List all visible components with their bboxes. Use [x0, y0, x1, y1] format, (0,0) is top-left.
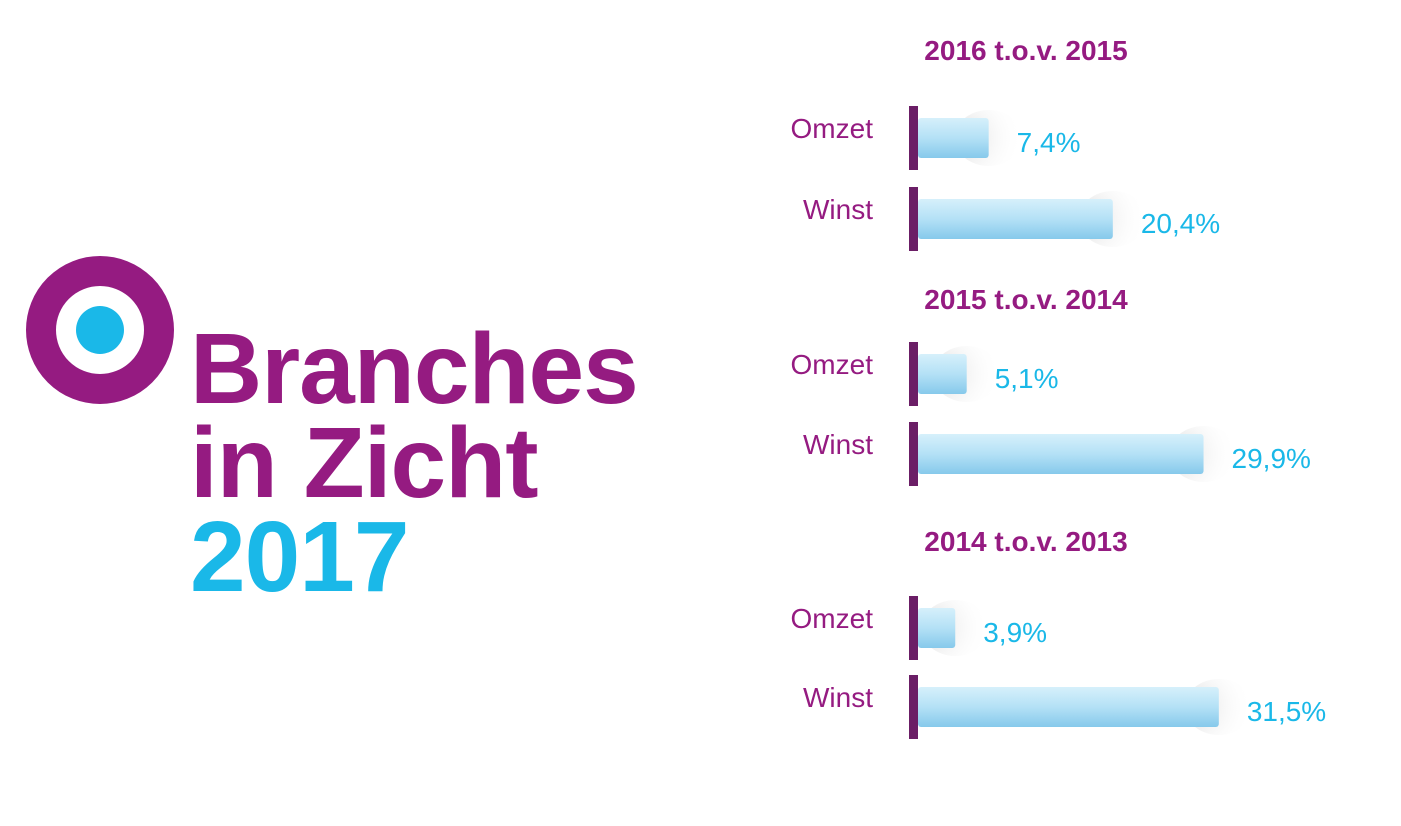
bar-cap	[909, 422, 918, 486]
group-title: 2016 t.o.v. 2015	[924, 35, 1127, 66]
bar-winst	[918, 434, 1204, 474]
category-label: Winst	[803, 682, 873, 713]
bar-cap	[909, 675, 918, 739]
group-title: 2015 t.o.v. 2014	[924, 284, 1128, 315]
category-label: Omzet	[791, 113, 874, 144]
value-label: 3,9%	[983, 617, 1047, 648]
category-label: Winst	[803, 429, 873, 460]
category-label: Omzet	[791, 349, 874, 380]
target-ring-icon	[26, 256, 174, 404]
value-label: 7,4%	[1017, 127, 1081, 158]
value-label: 5,1%	[995, 363, 1059, 394]
category-label: Winst	[803, 194, 873, 225]
value-label: 20,4%	[1141, 208, 1220, 239]
bar-omzet	[918, 608, 956, 648]
bar-omzet	[918, 118, 989, 158]
bar-winst	[918, 687, 1219, 727]
title-line-branches: Branches	[190, 313, 639, 425]
value-label: 29,9%	[1232, 443, 1311, 474]
category-label: Omzet	[791, 603, 874, 634]
bar-winst	[918, 199, 1113, 239]
bar-cap	[909, 106, 918, 170]
title-line-in-zicht: in Zicht	[190, 407, 539, 519]
bar-omzet	[918, 354, 967, 394]
title-year: 2017	[190, 501, 409, 613]
page-title: Branches in Zicht 2017	[190, 313, 639, 613]
bar-cap	[909, 596, 918, 660]
value-label: 31,5%	[1247, 696, 1326, 727]
bar-cap	[909, 187, 918, 251]
bar-cap	[909, 342, 918, 406]
group-title: 2014 t.o.v. 2013	[924, 526, 1127, 557]
